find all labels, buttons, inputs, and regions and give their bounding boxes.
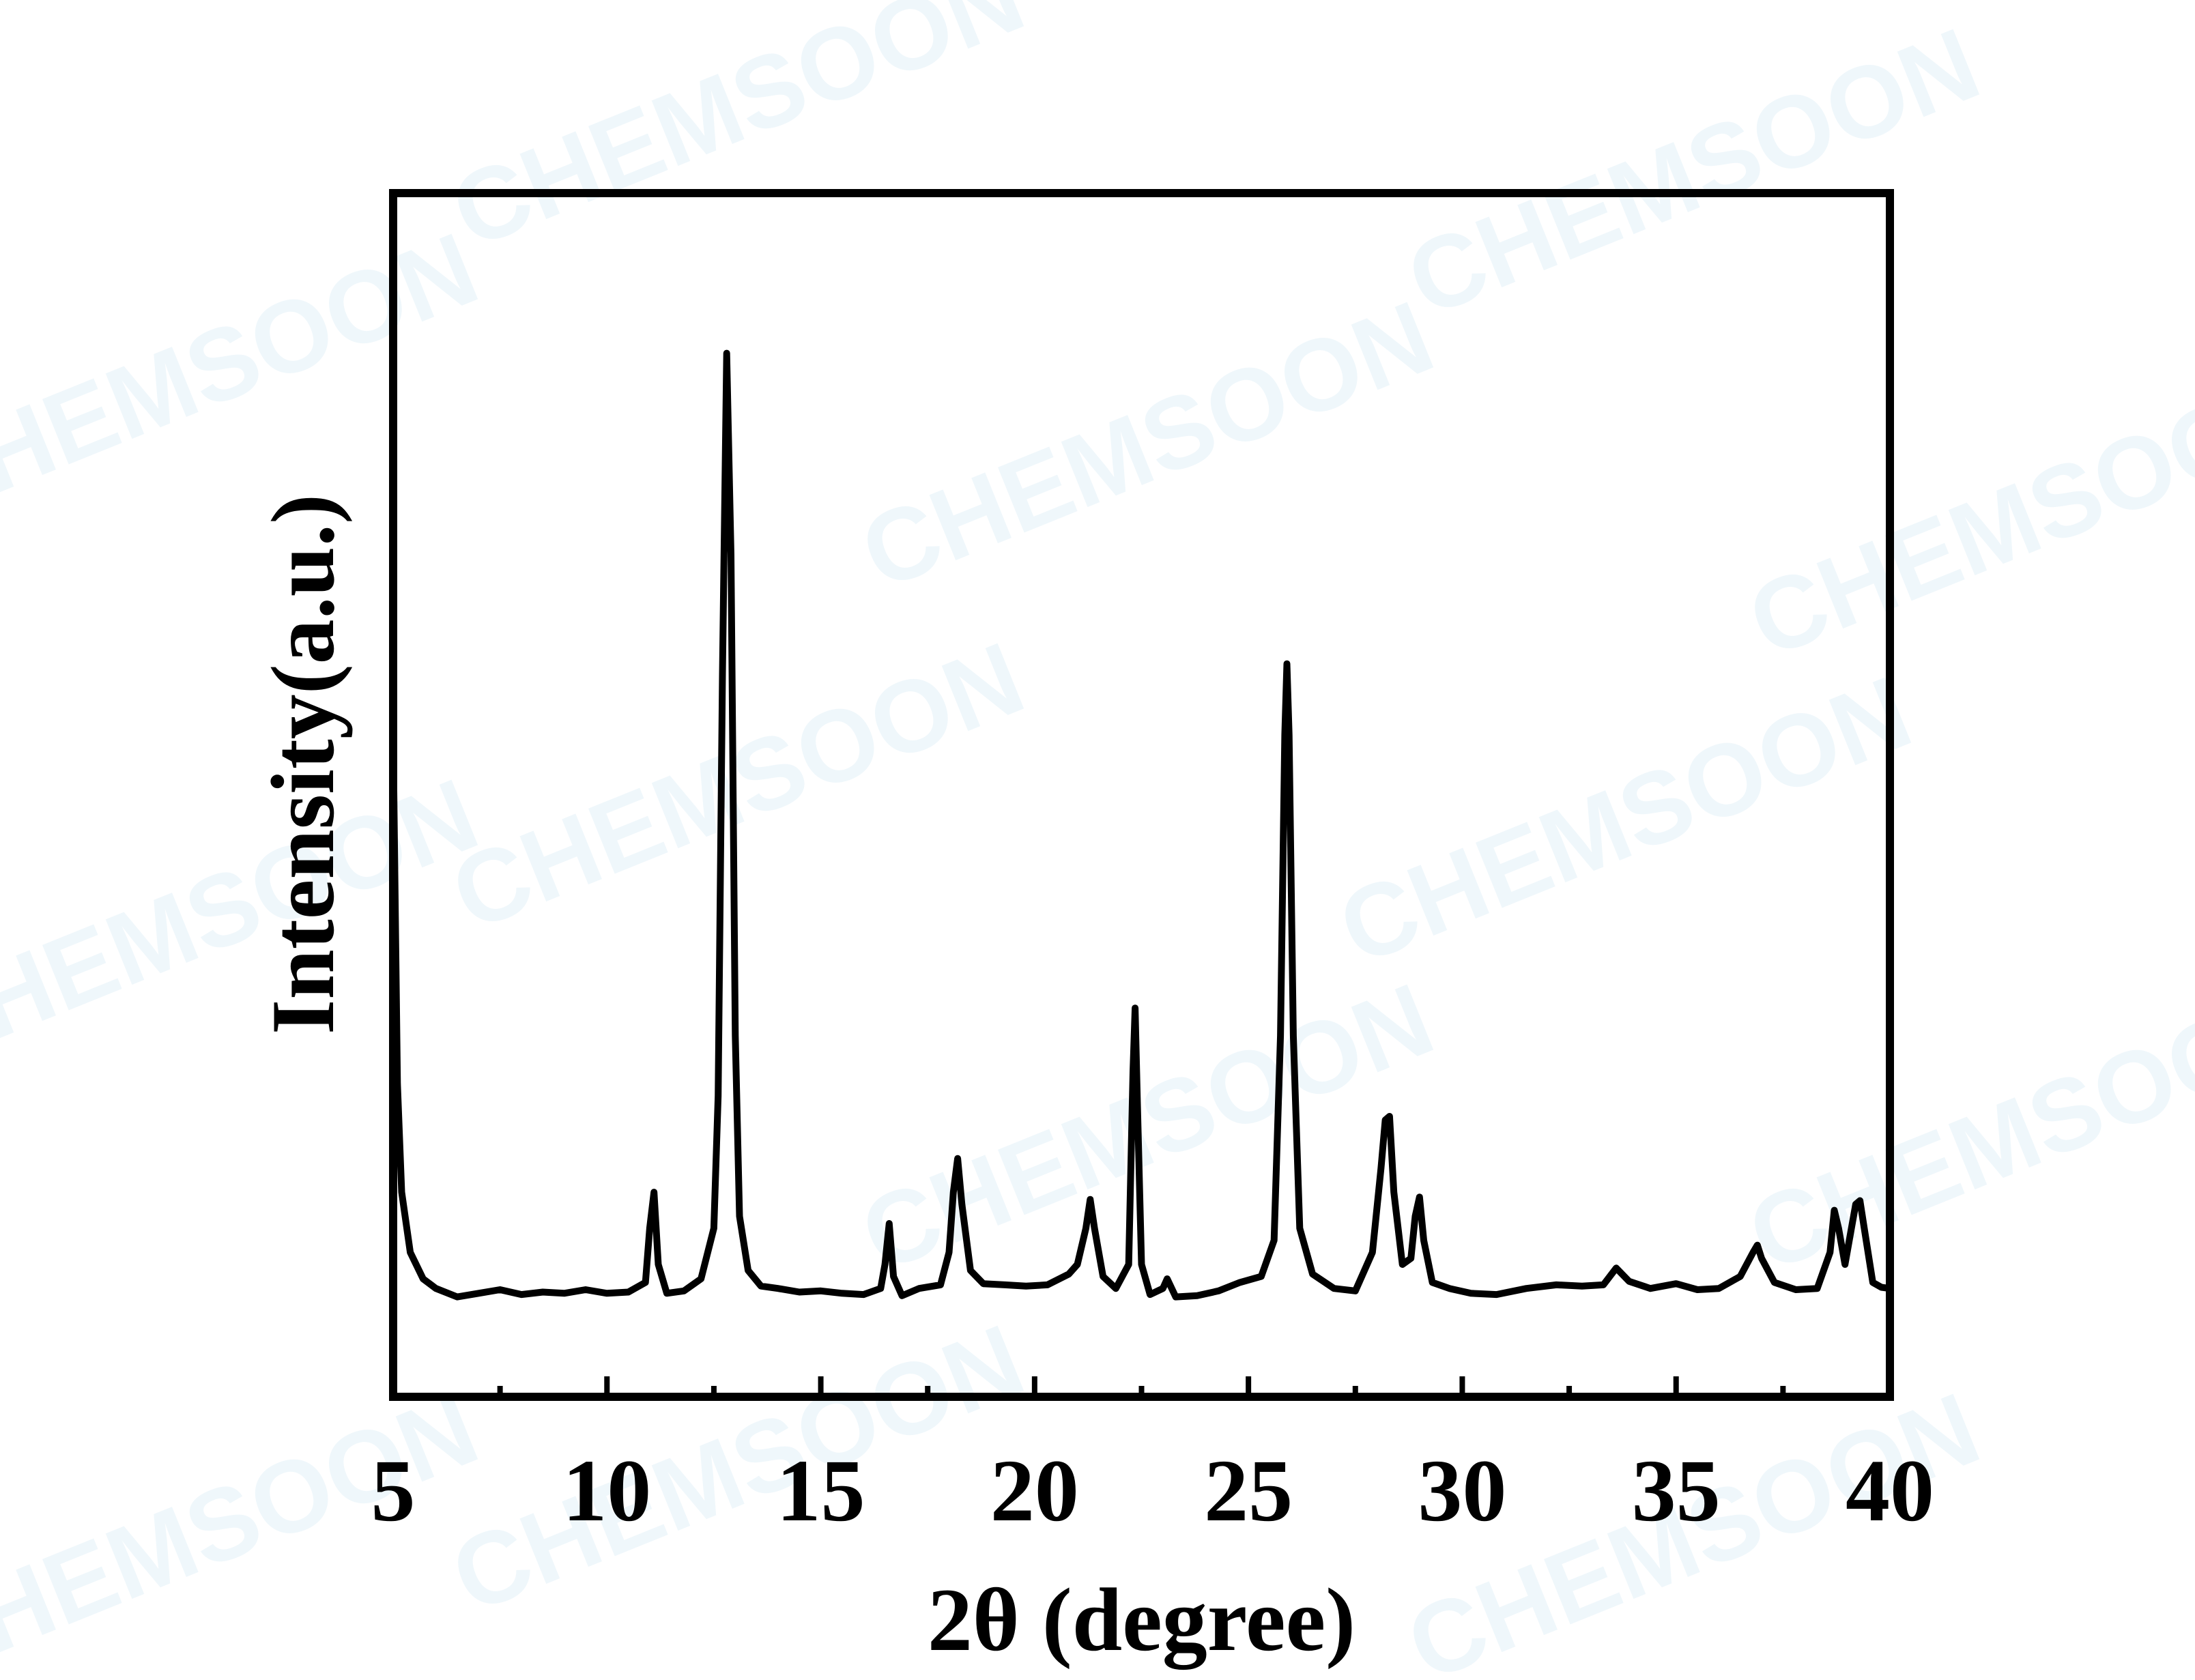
data-line bbox=[390, 349, 1891, 1301]
x-tick-label: 30 bbox=[1418, 1442, 1506, 1540]
watermark: CHEMSOON bbox=[0, 1370, 493, 1680]
x-tick-label: 10 bbox=[562, 1442, 651, 1540]
watermark: CHEMSOON bbox=[1392, 5, 1994, 338]
x-tick-label: 15 bbox=[777, 1442, 865, 1540]
x-axis-label: 2θ (degree) bbox=[928, 1569, 1355, 1670]
x-tick-label: 40 bbox=[1846, 1442, 1934, 1540]
watermark: CHEMSOON bbox=[1734, 347, 2195, 679]
watermark: CHEMSOON bbox=[0, 756, 493, 1088]
watermark: CHEMSOON bbox=[1324, 654, 1926, 986]
x-tick-label: 25 bbox=[1204, 1442, 1293, 1540]
x-tick-label: 35 bbox=[1632, 1442, 1721, 1540]
watermark: CHEMSOON bbox=[846, 278, 1448, 611]
watermark: CHEMSOON bbox=[0, 210, 493, 542]
watermark: CHEMSOON bbox=[846, 961, 1448, 1293]
x-tick-label: 5 bbox=[371, 1442, 416, 1540]
x-tick-label: 20 bbox=[990, 1442, 1079, 1540]
watermark: CHEMSOON bbox=[437, 0, 1039, 270]
watermark: CHEMSOON bbox=[1734, 961, 2195, 1293]
y-axis-label: Intensity(a.u.) bbox=[253, 494, 353, 1034]
